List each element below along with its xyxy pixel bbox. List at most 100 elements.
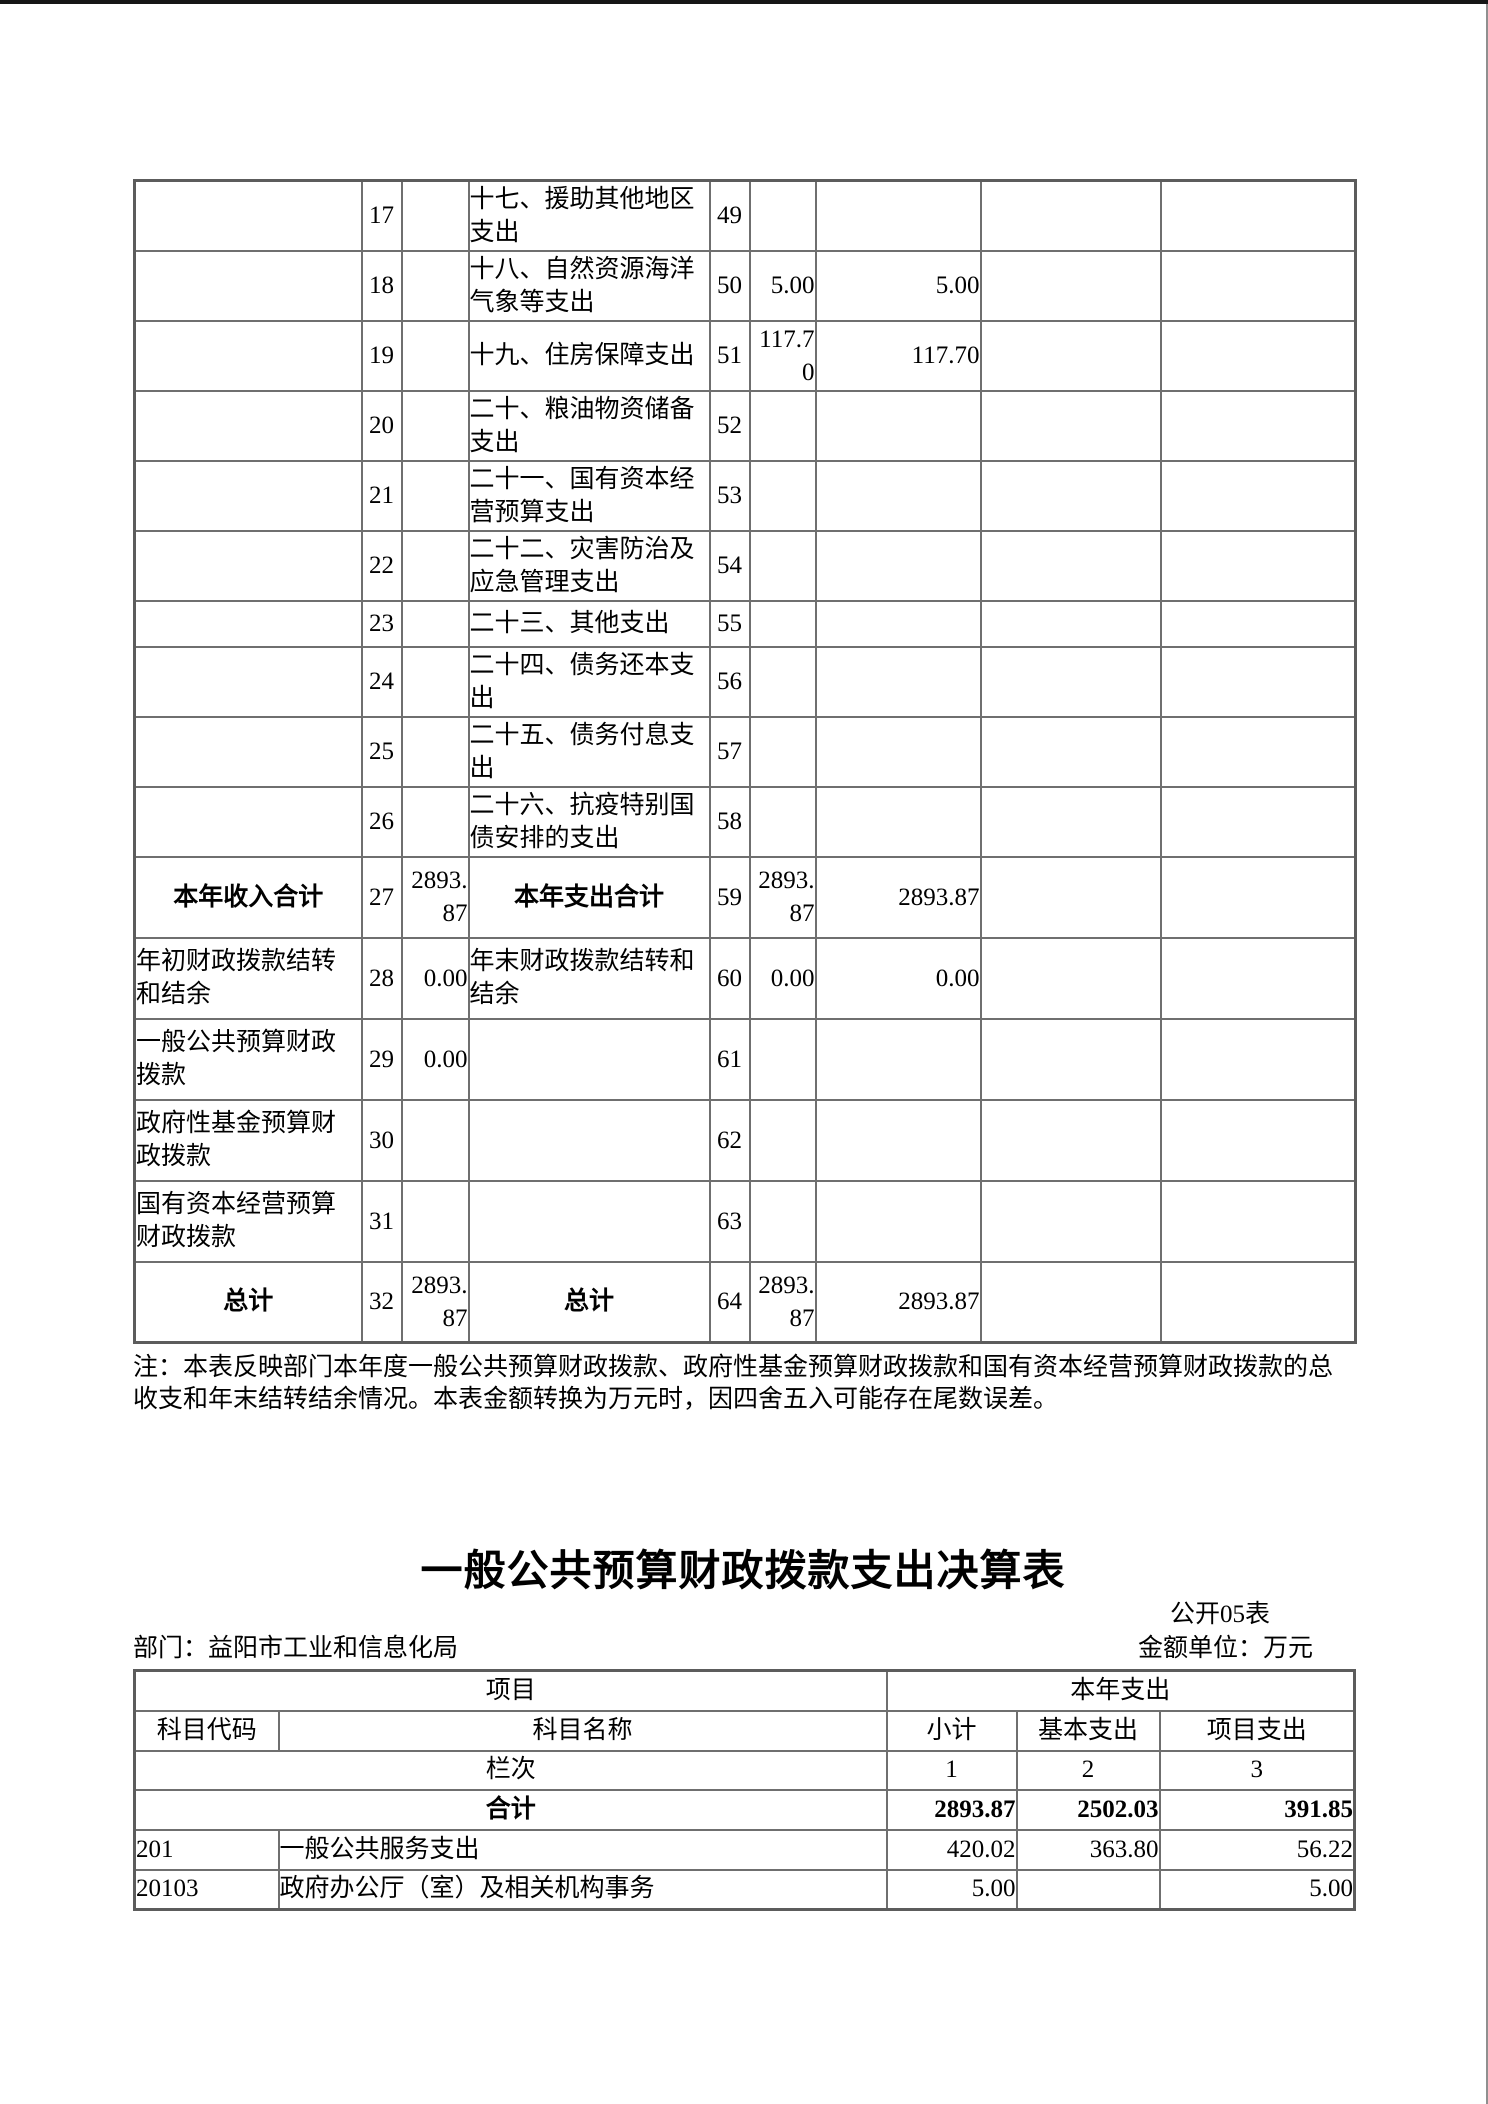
t1-cell [133, 179, 363, 252]
t1-cell [979, 855, 1162, 939]
t1-cell: 58 [708, 785, 751, 858]
t1-row: 国有资本经营预算财政拨款 31 63 [133, 1179, 1357, 1263]
t1-cell [133, 785, 363, 858]
t1-cell: 5.00 [748, 249, 817, 322]
t1-cell [1159, 459, 1357, 532]
t1-cell [1159, 319, 1357, 392]
t1-cell: 52 [708, 389, 751, 462]
t1-cell [400, 599, 470, 648]
t1-cell: 2893.87 [400, 1260, 470, 1344]
expense-table: 项目 本年支出 科目代码 科目名称 小计 基本支出 项目支出 栏次 1 2 3 合计 2893.87 25… [133, 1669, 1357, 1911]
t1-cell: 20 [360, 389, 403, 462]
t1-cell [979, 715, 1162, 788]
t1-row: 19 十九、住房保障支出 51 117.70 117.70 [133, 319, 1357, 392]
t1-cell: 57 [708, 715, 751, 788]
t2-header-cell: 科目代码 [133, 1709, 280, 1752]
t1-cell: 5.00 [814, 249, 982, 322]
t2-data-row: 20103 政府办公厅（室）及相关机构事务 5.00 5.00 [133, 1868, 1356, 1911]
t1-cell [400, 529, 470, 602]
t1-cell [748, 1179, 817, 1263]
t1-cell: 64 [708, 1260, 751, 1344]
t1-cell [814, 1098, 982, 1182]
t1-cell: 54 [708, 529, 751, 602]
t1-cell: 63 [708, 1179, 751, 1263]
meta-row: 部门：益阳市工业和信息化局 金额单位：万元 [133, 1633, 1313, 1665]
summary-table: 17 十七、援助其他地区支出 49 18 十八、自然资源海洋气象等支出 50 5.00 5.0… [133, 179, 1357, 1344]
t2-header-cell: 项目 [133, 1669, 888, 1712]
t2-total-row: 合计 2893.87 2502.03 391.85 [133, 1788, 1356, 1831]
t1-cell [1159, 1179, 1357, 1263]
t1-cell: 26 [360, 785, 403, 858]
t1-cell [748, 645, 817, 718]
t1-cell: 30 [360, 1098, 403, 1182]
t1-cell [814, 1179, 982, 1263]
t2-cell: 政府办公厅（室）及相关机构事务 [277, 1868, 888, 1911]
t2-cell: 2502.03 [1015, 1788, 1161, 1831]
t1-cell: 总计 [133, 1260, 363, 1344]
t1-cell [1159, 1017, 1357, 1101]
t1-cell [133, 645, 363, 718]
t2-cell: 363.80 [1015, 1828, 1161, 1871]
unit-label: 金额单位：万元 [1137, 1635, 1313, 1662]
t1-cell [400, 1098, 470, 1182]
t1-cell: 本年支出合计 [467, 855, 711, 939]
t1-cell [1159, 645, 1357, 718]
t1-cell: 61 [708, 1017, 751, 1101]
t1-row: 21 二十一、国有资本经营预算支出 53 [133, 459, 1357, 532]
t1-cell [748, 599, 817, 648]
t2-cell: 56.22 [1158, 1828, 1356, 1871]
t1-row: 总计 32 2893.87 总计 64 2893.87 2893.87 [133, 1260, 1357, 1344]
t2-cell: 1 [885, 1749, 1018, 1791]
t1-cell [979, 529, 1162, 602]
t1-cell: 19 [360, 319, 403, 392]
t1-row: 本年收入合计 27 2893.87 本年支出合计 59 2893.87 2893.87 [133, 855, 1357, 939]
t1-cell [1159, 855, 1357, 939]
t1-row: 18 十八、自然资源海洋气象等支出 50 5.00 5.00 [133, 249, 1357, 322]
t1-cell: 十九、住房保障支出 [467, 319, 711, 392]
t1-cell [1159, 785, 1357, 858]
t1-cell [467, 1017, 711, 1101]
t2-cell: 合计 [133, 1788, 888, 1831]
t1-cell: 二十六、抗疫特别国债安排的支出 [467, 785, 711, 858]
t1-cell: 年初财政拨款结转和结余 [133, 936, 363, 1020]
t2-header-cell: 项目支出 [1158, 1709, 1356, 1752]
t1-cell: 18 [360, 249, 403, 322]
t1-cell [133, 249, 363, 322]
t1-cell: 0.00 [400, 1017, 470, 1101]
t1-cell: 二十四、债务还本支出 [467, 645, 711, 718]
t1-cell [979, 1017, 1162, 1101]
t2-data-row: 201 一般公共服务支出 420.02 363.80 56.22 [133, 1828, 1356, 1871]
t2-cell [1015, 1868, 1161, 1911]
t1-row: 20 二十、粮油物资储备支出 52 [133, 389, 1357, 462]
t1-cell: 117.70 [748, 319, 817, 392]
t1-cell: 62 [708, 1098, 751, 1182]
t1-cell: 55 [708, 599, 751, 648]
t1-cell: 49 [708, 179, 751, 252]
t1-cell: 56 [708, 645, 751, 718]
t1-cell [979, 1098, 1162, 1182]
t1-cell: 2893.87 [400, 855, 470, 939]
t1-cell: 27 [360, 855, 403, 939]
t1-cell: 2893.87 [748, 1260, 817, 1344]
t1-cell [400, 645, 470, 718]
t1-cell: 31 [360, 1179, 403, 1263]
t1-cell [400, 179, 470, 252]
t1-cell [814, 715, 982, 788]
t2-cell: 201 [133, 1828, 280, 1871]
t1-cell: 22 [360, 529, 403, 602]
t1-cell: 50 [708, 249, 751, 322]
table-note: 注：本表反映部门本年度一般公共预算财政拨款、政府性基金预算财政拨款和国有资本经营… [133, 1354, 1334, 1413]
t1-cell: 政府性基金预算财政拨款 [133, 1098, 363, 1182]
t1-cell: 十七、援助其他地区支出 [467, 179, 711, 252]
t2-cell: 20103 [133, 1868, 280, 1911]
t1-cell [748, 1098, 817, 1182]
t1-row: 一般公共预算财政拨款 29 0.00 61 [133, 1017, 1357, 1101]
t2-cell: 420.02 [885, 1828, 1018, 1871]
t1-row: 24 二十四、债务还本支出 56 [133, 645, 1357, 718]
t1-cell [979, 179, 1162, 252]
t1-cell: 十八、自然资源海洋气象等支出 [467, 249, 711, 322]
page-title: 一般公共预算财政拨款支出决算表 [420, 1549, 1066, 1595]
t1-cell [979, 785, 1162, 858]
t1-cell [467, 1179, 711, 1263]
